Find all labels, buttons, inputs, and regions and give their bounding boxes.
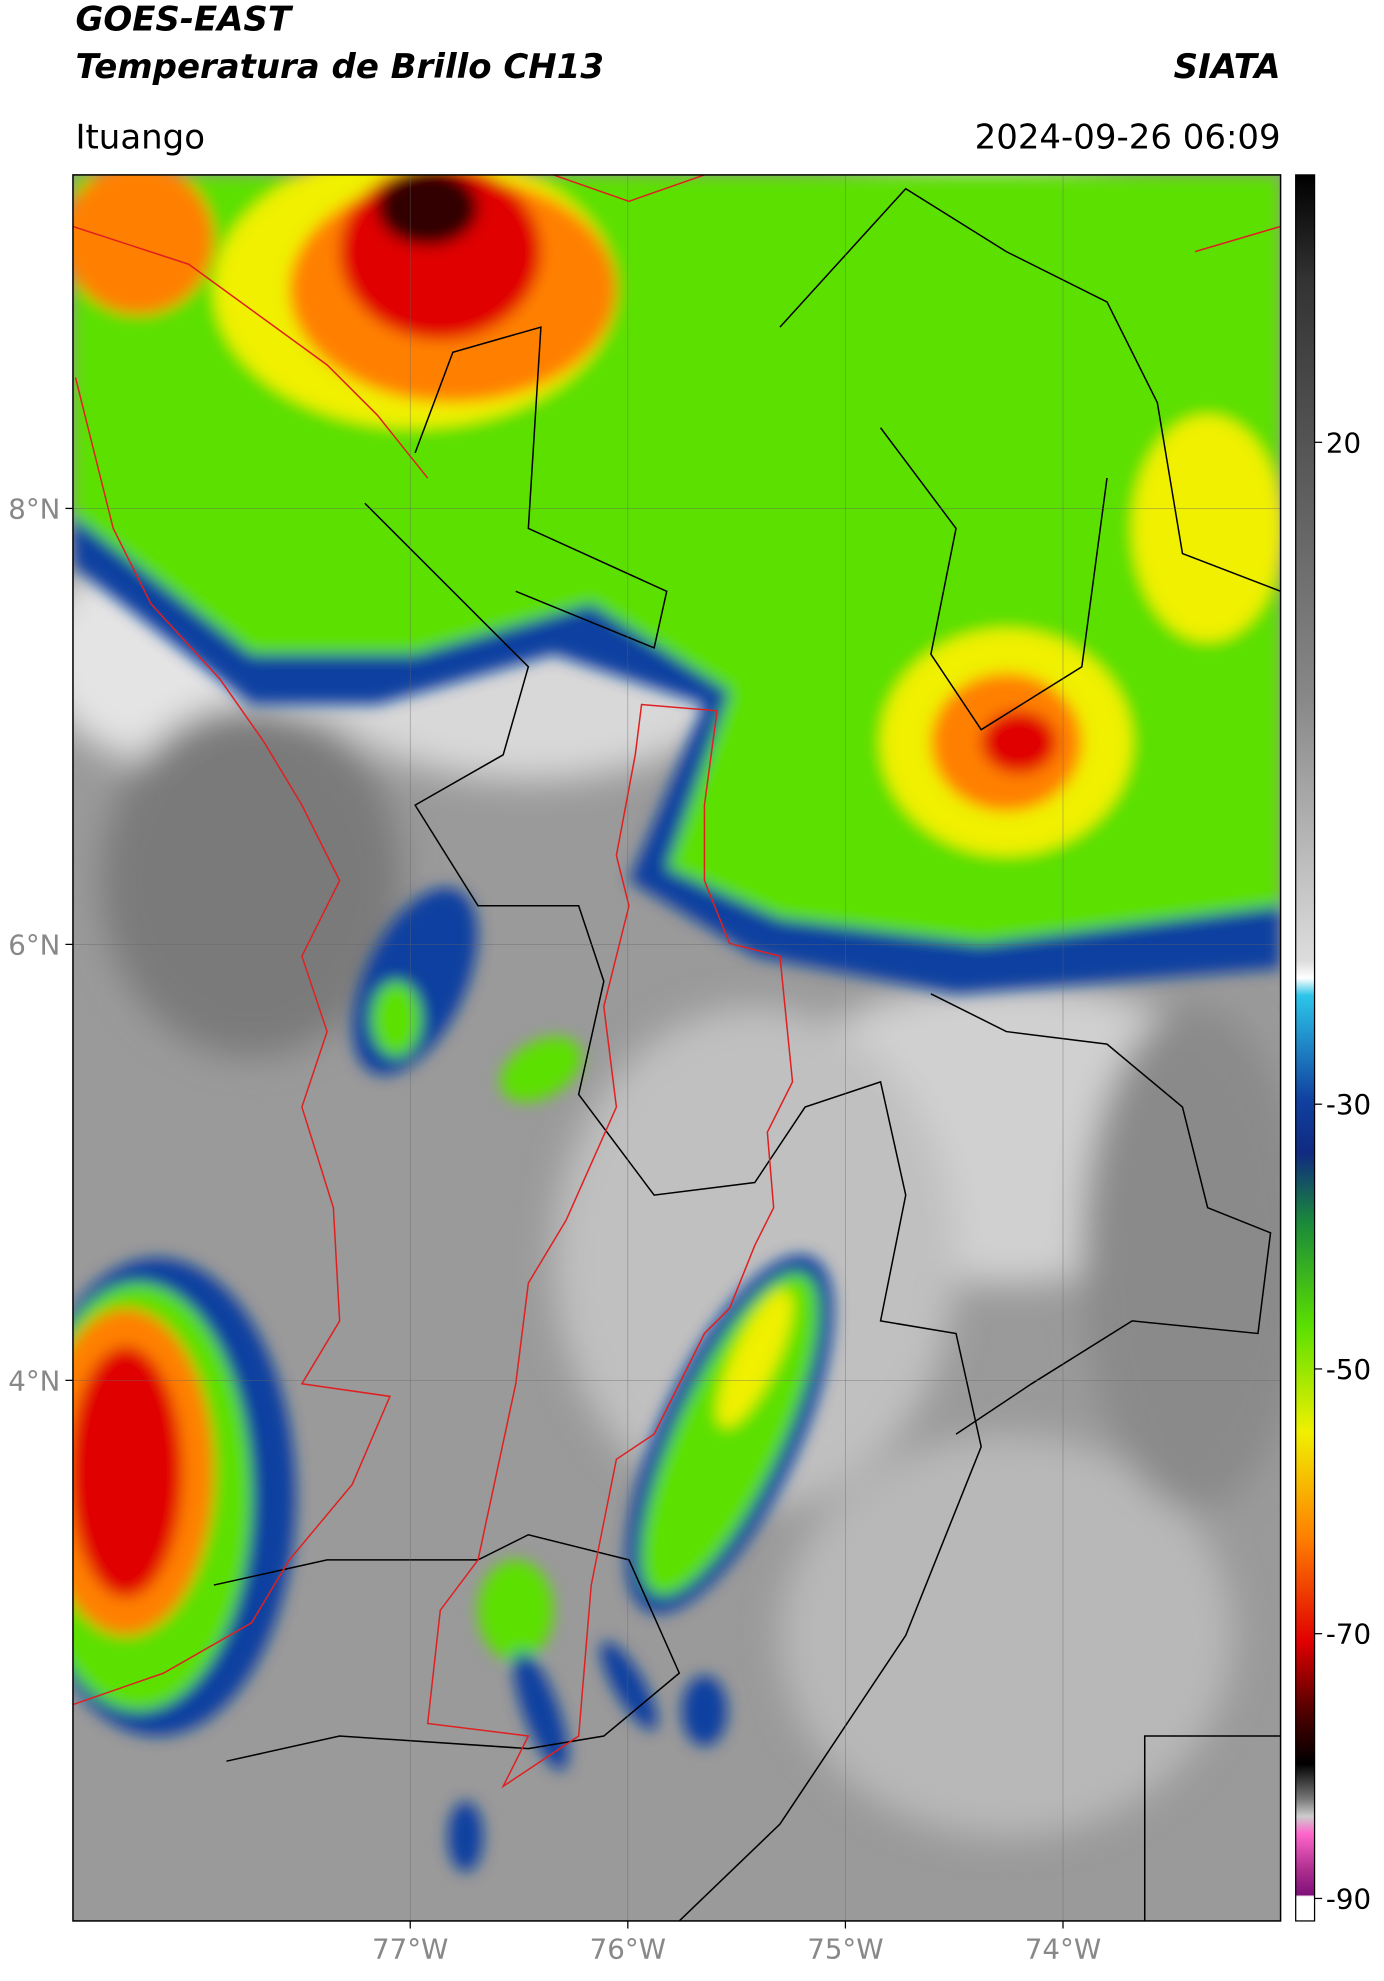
brand: SIATA [1174, 47, 1281, 87]
subtitle: Temperatura de Brillo CH13 [75, 47, 603, 87]
colorbar-label: -90 [1326, 1883, 1371, 1916]
x-tick-label: 76°W [590, 1933, 666, 1966]
grid [72, 174, 1281, 1921]
colorbar-label: 20 [1326, 426, 1361, 459]
y-tick-label: 8°N [8, 492, 60, 525]
location: Ituango [75, 117, 205, 157]
x-tick-label: 75°W [807, 1933, 883, 1966]
colorbar-label: -30 [1326, 1088, 1371, 1121]
title: GOES-EAST [75, 0, 293, 39]
colorbar-label: -70 [1326, 1618, 1371, 1651]
x-tick-label: 77°W [372, 1933, 448, 1966]
datetime: 2024-09-26 06:09 [975, 117, 1281, 157]
colorbar-label: -50 [1326, 1353, 1371, 1386]
map-frame [72, 174, 1282, 1922]
y-tick-label: 6°N [8, 928, 60, 961]
colorbar [1295, 174, 1316, 1922]
satellite-image [72, 174, 1281, 1921]
x-tick-label: 74°W [1025, 1933, 1101, 1966]
y-tick-label: 4°N [8, 1364, 60, 1397]
